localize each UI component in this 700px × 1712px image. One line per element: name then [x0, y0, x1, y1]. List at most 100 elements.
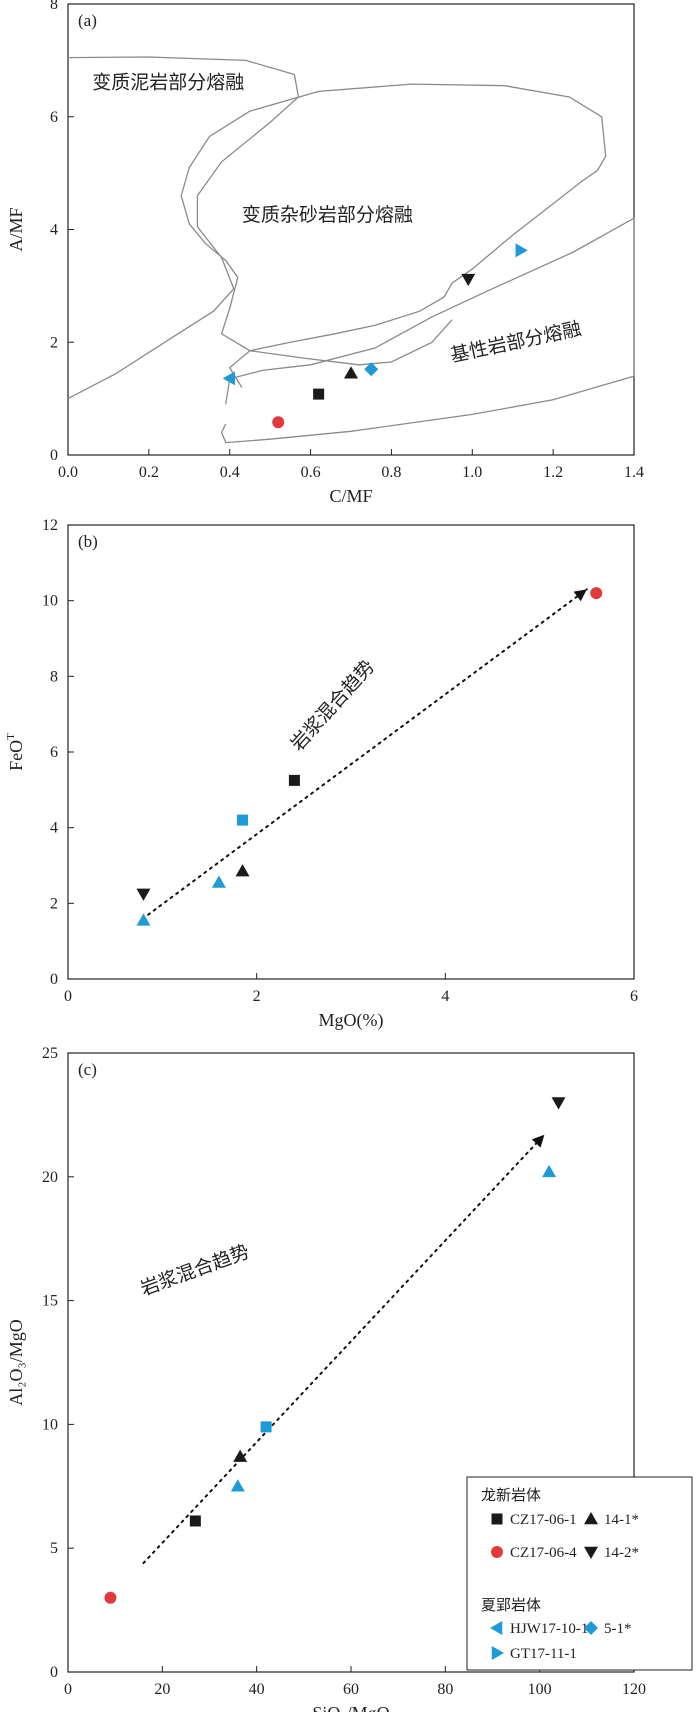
x-tick-label: 0.4 — [220, 464, 240, 481]
x-tick-label: 1.0 — [462, 464, 482, 481]
legend: 龙新岩体 夏郢岩体 CZ17-06-1 14-1* CZ17-06-4 14-2* HJ… — [466, 1476, 693, 1671]
data-point — [590, 587, 603, 600]
legend-marker — [491, 1513, 503, 1525]
chart-panel-1: 0.0 0.2 0.4 0.6 0.8 1.0 1.2 1.4 0 2 4 6 8 (a) C/MF A/MF… — [6, 0, 644, 506]
legend-marker — [491, 1646, 504, 1660]
legend-items: CZ17-06-1 14-1* CZ17-06-4 14-2* HJW17-10-1 5-… — [490, 1512, 639, 1662]
region-label-3: 基性岩部分熔融 — [449, 318, 584, 367]
x-tick-label: 0.0 — [58, 464, 78, 481]
legend-group-2: 夏郢岩体 — [481, 1596, 541, 1614]
data-point — [288, 774, 300, 786]
mixing-trend-arrowhead — [573, 589, 587, 602]
legend-label: 14-2* — [604, 1545, 639, 1561]
x-tick-label: 20 — [154, 1681, 170, 1698]
data-point — [211, 875, 226, 888]
y-axis-label: FeOT — [5, 733, 26, 771]
data-point — [542, 1164, 557, 1178]
data-point — [230, 1479, 245, 1492]
y-tick-label: 15 — [42, 1293, 58, 1310]
y-tick-label: 0 — [50, 1664, 58, 1681]
data-point — [461, 273, 476, 287]
legend-marker — [584, 1546, 598, 1559]
data-point — [136, 888, 151, 901]
mixing-trend-line — [142, 1133, 546, 1565]
data-point — [344, 366, 358, 379]
legend-label: HJW17-10-1 — [510, 1621, 588, 1637]
data-point — [515, 243, 528, 258]
x-tick-label: 0 — [64, 1681, 72, 1698]
mixing-trend-arrowhead — [531, 1134, 545, 1148]
legend-marker — [584, 1621, 598, 1635]
y-tick-label: 0 — [50, 971, 58, 988]
legend-label: CZ17-06-1 — [510, 1512, 577, 1528]
mixing-trend-line — [147, 588, 588, 916]
y-tick-label: 10 — [42, 593, 58, 610]
legend-marker — [490, 1621, 503, 1635]
data-point — [189, 1515, 201, 1527]
y-tick-label: 2 — [50, 334, 58, 351]
trend-label: 岩浆混合趋势 — [138, 1241, 253, 1301]
data-point — [104, 1591, 117, 1604]
x-tick-label: 100 — [528, 1681, 552, 1698]
legend-group-1: 龙新岩体 — [481, 1486, 541, 1504]
data-point — [364, 362, 379, 377]
region-label-1: 变质泥岩部分熔融 — [92, 72, 244, 94]
y-tick-label: 5 — [50, 1540, 58, 1557]
legend-marker — [491, 1546, 503, 1558]
x-tick-label: 1.4 — [624, 464, 644, 481]
data-point — [272, 416, 285, 429]
data-point — [235, 864, 250, 877]
y-tick-label: 0 — [50, 447, 58, 464]
x-tick-label: 120 — [622, 1681, 646, 1698]
field-boundary-pelite — [67, 56, 300, 400]
data-point — [233, 1449, 248, 1462]
legend-label: GT17-11-1 — [510, 1646, 577, 1662]
x-axis-label: C/MF — [329, 486, 372, 506]
y-tick-label: 4 — [50, 222, 58, 239]
field-boundary-greywacke — [180, 83, 607, 388]
chart-panel-2: 0 2 4 6 0 2 4 6 8 10 12 (b) MgO(%) FeOT 岩浆混合趋势 — [5, 517, 638, 1031]
panel-label: (a) — [78, 11, 97, 30]
x-tick-label: 1.2 — [543, 464, 563, 481]
panel-label: (c) — [78, 1060, 97, 1079]
y-tick-label: 6 — [50, 109, 58, 126]
data-point — [136, 913, 151, 926]
y-tick-label: 6 — [50, 744, 58, 761]
x-axis-label: SiO₂/MgO — [312, 1703, 389, 1712]
field-boundary-basalt — [220, 217, 635, 444]
x-tick-label: 0.6 — [301, 464, 321, 481]
legend-label: CZ17-06-4 — [510, 1545, 577, 1561]
y-axis-label: Al₂O₃/MgO — [6, 1319, 26, 1406]
y-tick-label: 8 — [50, 0, 58, 13]
trend-label: 岩浆混合趋势 — [286, 656, 379, 755]
region-label-2: 变质杂砂岩部分熔融 — [242, 204, 413, 226]
x-axis-label: MgO(%) — [319, 1010, 384, 1031]
legend-label: 5-1* — [604, 1621, 632, 1637]
y-tick-label: 10 — [42, 1416, 58, 1433]
data-point — [237, 814, 249, 826]
y-tick-label: 25 — [42, 1045, 58, 1062]
x-tick-label: 0.8 — [381, 464, 401, 481]
y-axis-label: A/MF — [6, 207, 26, 251]
y-tick-label: 2 — [50, 895, 58, 912]
legend-marker — [584, 1512, 598, 1525]
y-tick-label: 20 — [42, 1169, 58, 1186]
x-tick-label: 60 — [343, 1681, 359, 1698]
x-tick-label: 80 — [437, 1681, 453, 1698]
x-tick-label: 6 — [630, 988, 638, 1005]
data-point — [260, 1421, 272, 1433]
y-tick-label: 12 — [42, 517, 58, 534]
legend-box — [466, 1476, 693, 1671]
x-tick-label: 40 — [249, 1681, 265, 1698]
x-tick-label: 0 — [64, 988, 72, 1005]
y-tick-label: 4 — [50, 820, 58, 837]
data-point — [313, 388, 325, 400]
y-tick-label: 8 — [50, 668, 58, 685]
x-tick-label: 2 — [253, 988, 261, 1005]
data-point — [222, 371, 235, 386]
data-point — [551, 1097, 566, 1110]
chart-panels: 0.0 0.2 0.4 0.6 0.8 1.0 1.2 1.4 0 2 4 6 8 (a) C/MF A/MF… — [5, 0, 646, 1712]
x-tick-label: 0.2 — [139, 464, 159, 481]
legend-label: 14-1* — [604, 1512, 639, 1528]
